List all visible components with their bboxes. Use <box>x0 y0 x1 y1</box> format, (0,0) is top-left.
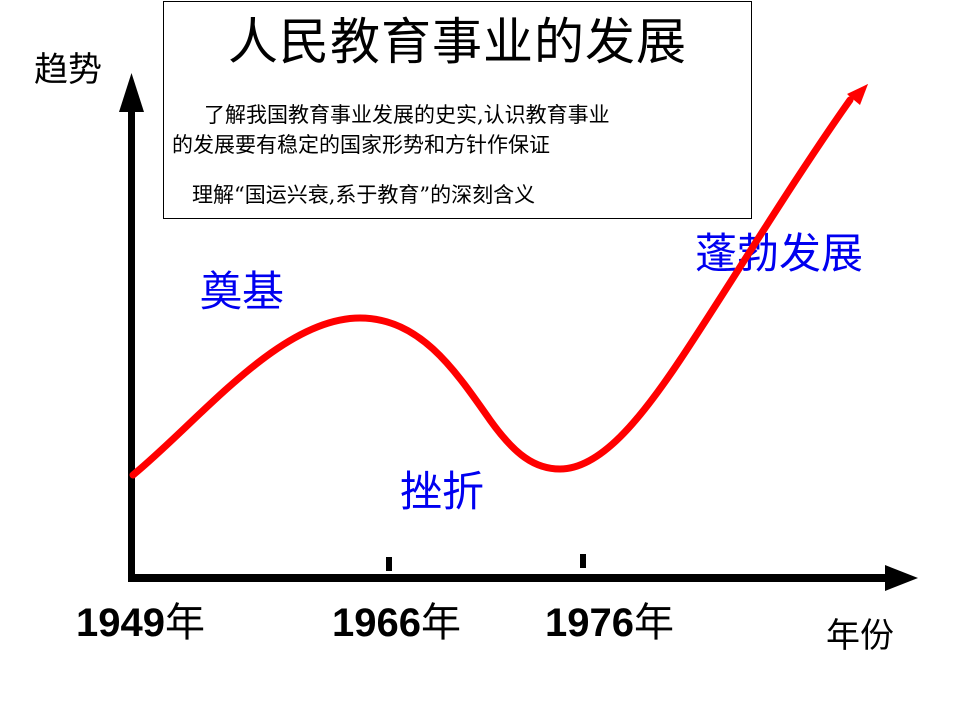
goal-text-line-1: 了解我国教育事业发展的史实,认识教育事业 <box>204 103 610 127</box>
phase-label-boom: 蓬勃发展 <box>695 229 864 278</box>
goal-text-line-3: 理解“国运兴衰,系于教育”的深刻含义 <box>192 183 536 207</box>
x-axis-arrow-icon <box>885 565 918 591</box>
tick-1976 <box>580 554 586 568</box>
x-axis <box>128 565 918 591</box>
year-number: 1966 <box>332 601 421 645</box>
year-label-1976: 1976年 <box>545 590 674 648</box>
y-axis-arrow-icon <box>119 73 144 112</box>
year-suffix: 年 <box>420 600 461 646</box>
title-box: 人民教育事业的发展 了解我国教育事业发展的史实,认识教育事业 的发展要有稳定的国… <box>163 1 752 219</box>
year-suffix: 年 <box>164 600 205 646</box>
year-number: 1976 <box>545 601 634 645</box>
year-number: 1949 <box>76 601 165 645</box>
y-axis <box>119 73 144 580</box>
year-suffix: 年 <box>633 600 674 646</box>
tick-1966 <box>386 557 392 571</box>
phase-label-foundation: 奠基 <box>200 267 285 316</box>
year-label-1949: 1949年 <box>76 590 205 648</box>
year-label-1966: 1966年 <box>332 590 461 648</box>
x-axis-label: 年份 <box>826 616 894 656</box>
phase-label-setback: 挫折 <box>400 467 485 516</box>
goal-text-line-2: 的发展要有稳定的国家形势和方针作保证 <box>172 133 550 157</box>
y-axis-label: 趋势 <box>34 50 102 90</box>
page-title: 人民教育事业的发展 <box>228 13 687 71</box>
